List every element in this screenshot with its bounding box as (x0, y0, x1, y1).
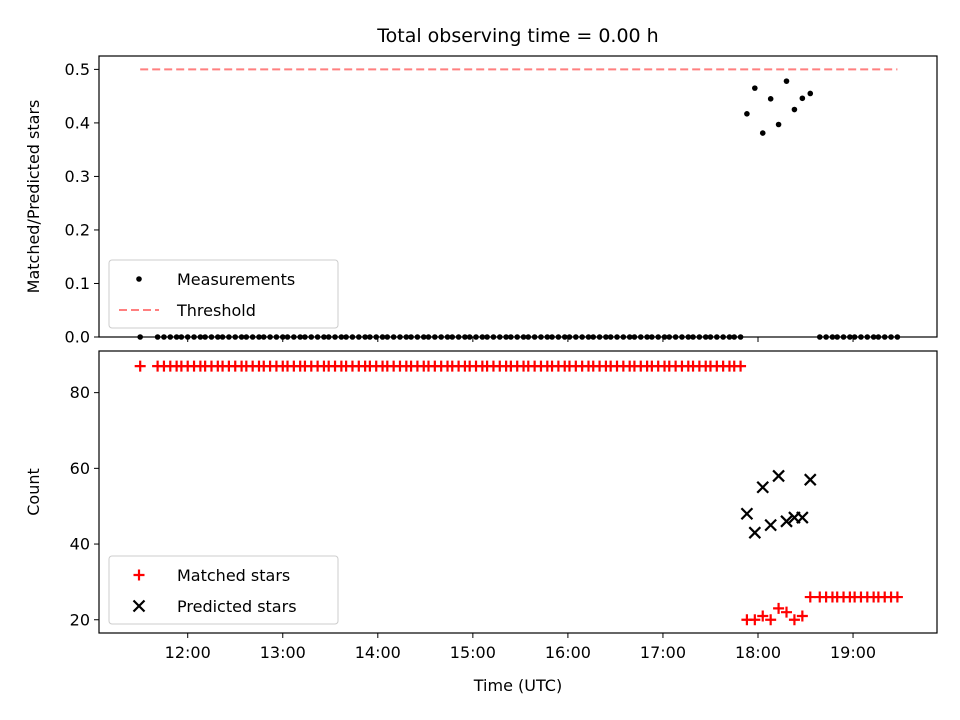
data-point (803, 473, 817, 486)
y-tick-label: 0.5 (65, 60, 90, 79)
data-point (807, 90, 814, 97)
data-point (756, 480, 770, 494)
legend-marker (133, 569, 145, 581)
y-tick-label: 40 (70, 535, 90, 554)
data-point (134, 360, 146, 372)
x-tick-label: 12:00 (165, 643, 211, 662)
x-axis-label: Time (UTC) (473, 676, 562, 695)
data-point (764, 518, 777, 532)
legend-frame (108, 555, 339, 625)
plot-frame (98, 55, 938, 338)
legend-label: Measurements (177, 270, 295, 289)
legend-label: Matched stars (177, 566, 290, 585)
data-point (759, 130, 766, 136)
legend-label: Predicted stars (177, 597, 297, 616)
legend-label: Threshold (176, 301, 256, 320)
data-point (773, 602, 785, 614)
x-tick-label: 14:00 (355, 643, 401, 662)
legend-marker (136, 276, 142, 282)
x-tick-label: 19:00 (830, 643, 876, 662)
x-tick-label: 18:00 (735, 643, 781, 662)
data-point (891, 591, 903, 603)
data-point (804, 591, 816, 603)
chart-title: Total observing time = 0.00 h (376, 25, 658, 47)
data-point (781, 606, 793, 618)
x-tick-label: 17:00 (640, 643, 686, 662)
data-point (752, 85, 758, 91)
legend-frame (108, 259, 339, 329)
data-point (735, 360, 747, 372)
x-tick-label: 16:00 (545, 643, 591, 662)
legend: Measurements Threshold (108, 259, 339, 329)
legend: Matched stars Predicted stars (108, 555, 339, 625)
y-tick-label: 0.4 (65, 113, 90, 132)
y-tick-label: 0.3 (65, 167, 90, 186)
data-point (796, 511, 809, 524)
y-tick-label: 0.0 (65, 328, 90, 347)
y-tick-label: 0.2 (65, 220, 90, 239)
series-matched-stars (134, 360, 903, 626)
x-tick-label: 15:00 (450, 643, 496, 662)
data-point (783, 78, 790, 84)
panel-ratio: 0.0 0.1 0.2 0.3 0.4 0.5 Matched/Predicted star… (24, 55, 938, 347)
y-tick-label: 0.1 (65, 274, 90, 293)
panel-count: 20 40 60 80 12:00 13:00 14:00 15:00 16:00 17:00 18… (24, 350, 938, 662)
data-point (775, 121, 782, 128)
data-point (744, 111, 750, 117)
data-point (796, 610, 808, 622)
x-tick-label: 13:00 (260, 643, 306, 662)
data-point (765, 614, 777, 626)
data-point (757, 610, 769, 622)
data-point (740, 507, 754, 521)
y-axis-label: Matched/Predicted stars (24, 100, 43, 294)
plot-frame (98, 350, 938, 634)
data-point (780, 515, 793, 528)
legend-marker (132, 599, 146, 613)
y-tick-label: 80 (70, 383, 90, 402)
series-predicted-stars (740, 469, 817, 539)
data-point (788, 614, 800, 626)
data-point (749, 614, 761, 626)
data-point (799, 95, 806, 102)
data-point (772, 469, 785, 483)
data-point (791, 106, 798, 113)
data-point (767, 96, 774, 102)
data-point (748, 526, 762, 539)
y-tick-label: 60 (70, 459, 90, 478)
y-axis-label: Count (24, 468, 43, 516)
y-tick-label: 20 (70, 610, 90, 629)
